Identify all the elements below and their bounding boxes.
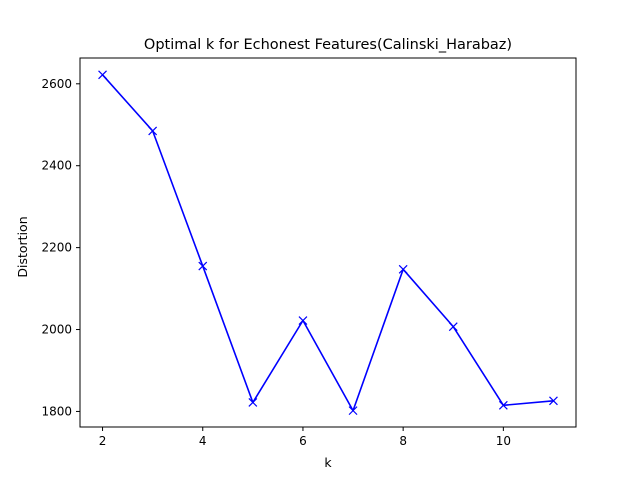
y-tick-label: 1800	[41, 404, 72, 418]
data-point-marker	[398, 264, 408, 274]
data-point-marker	[348, 406, 358, 416]
x-tick-label: 4	[199, 434, 207, 448]
y-tick-label: 2600	[41, 77, 72, 91]
data-point-marker	[498, 400, 508, 410]
plot-area: 2 4 6 8 10 1800 2000 2200 2400 2600	[41, 57, 577, 448]
data-point-marker	[298, 316, 308, 325]
y-tick-label: 2200	[41, 241, 72, 255]
data-point-marker	[148, 126, 158, 136]
data-point-marker	[248, 398, 258, 407]
y-tick-label: 2000	[41, 323, 72, 337]
series-line	[101, 74, 554, 412]
x-tick-label: 8	[399, 434, 407, 448]
chart-title: Optimal k for Echonest Features(Calinski…	[144, 37, 512, 53]
y-tick-label: 2400	[41, 159, 72, 173]
data-point-marker	[198, 261, 208, 271]
x-tick-label: 2	[99, 434, 107, 448]
data-point-marker	[98, 70, 107, 80]
data-point-marker	[448, 322, 458, 332]
x-tick-label: 6	[299, 434, 307, 448]
x-axis-label: k	[324, 455, 332, 470]
axes-frame	[79, 57, 577, 428]
y-axis-label: Distortion	[15, 216, 30, 277]
x-tick-label: 10	[496, 434, 511, 448]
data-point-marker	[549, 396, 558, 406]
